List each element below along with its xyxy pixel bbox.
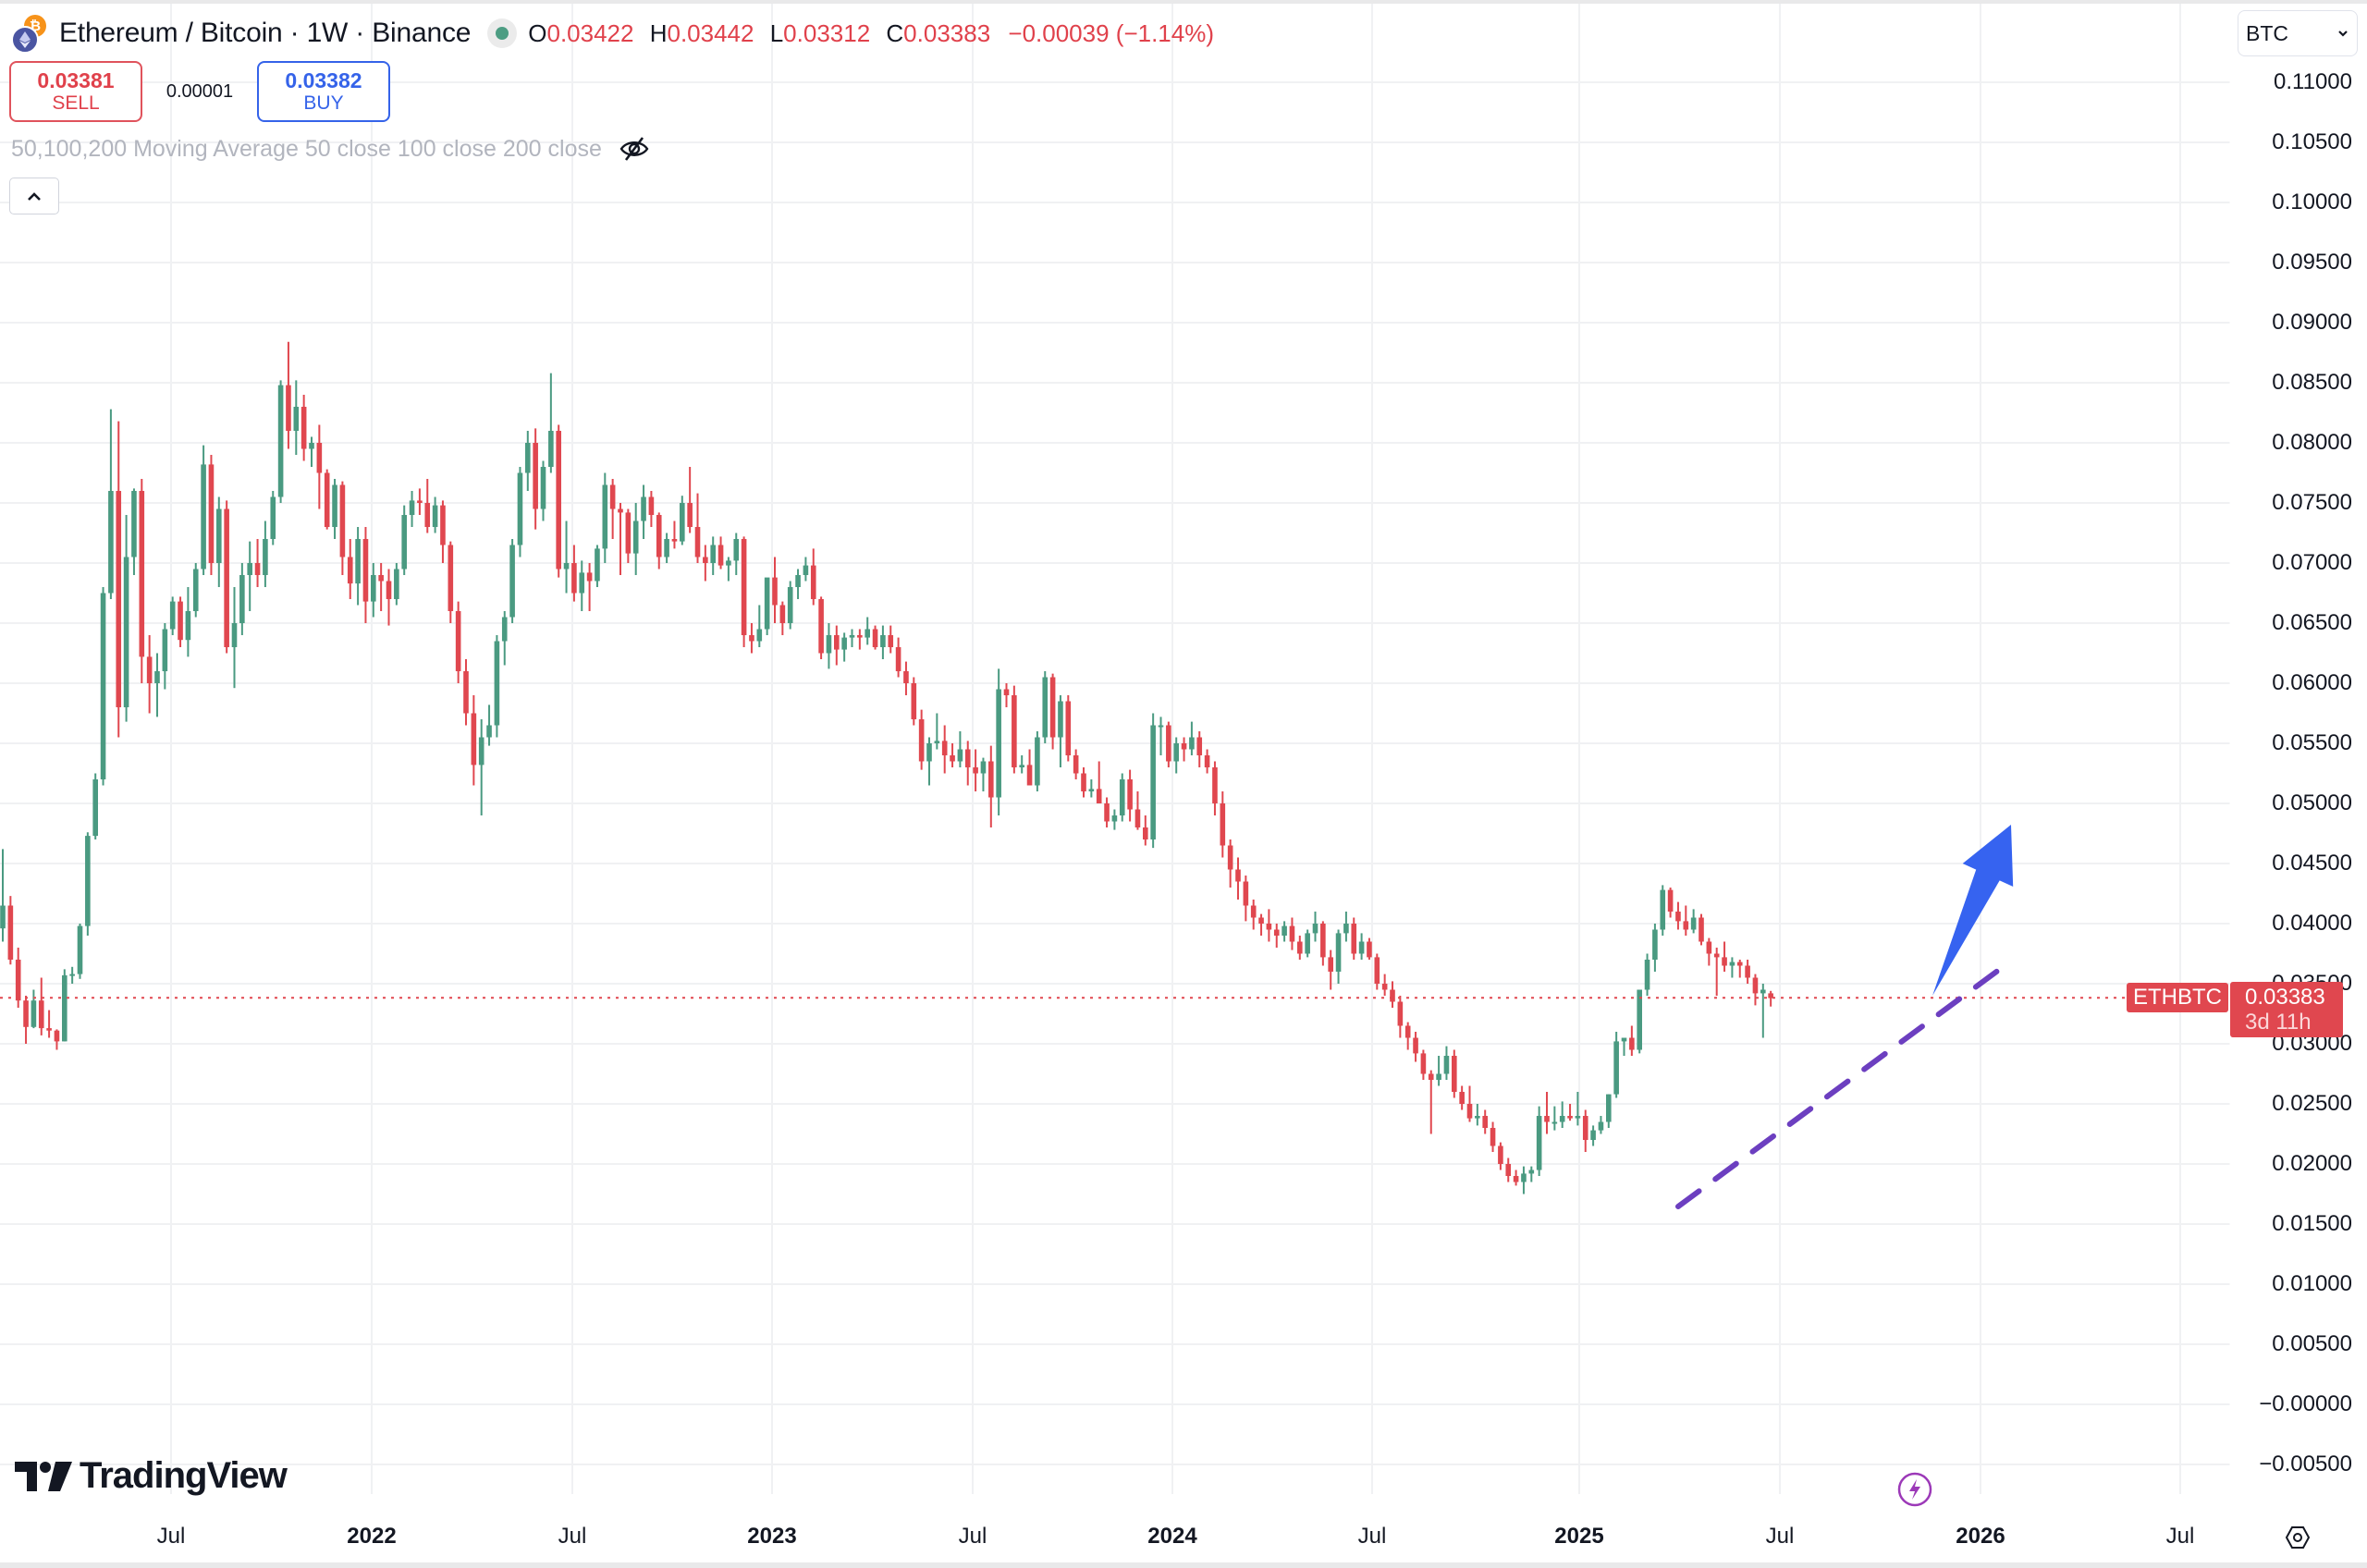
price-axis-label: 0.10500	[2272, 129, 2352, 154]
high-value: 0.03442	[667, 18, 754, 47]
logo-text: TradingView	[80, 1455, 288, 1496]
price-axis-label: 0.11000	[2274, 69, 2352, 94]
price-axis-label: 0.08500	[2272, 370, 2352, 395]
top-border	[0, 0, 2367, 4]
sell-button[interactable]: 0.03381 SELL	[9, 61, 142, 122]
low-label: L	[769, 18, 784, 47]
collapse-legend-button[interactable]	[9, 178, 59, 214]
low-value: 0.03312	[783, 18, 871, 47]
eye-off-icon[interactable]	[619, 135, 650, 163]
moving-average-legend[interactable]: 50,100,200 Moving Average 50 close 100 c…	[11, 135, 650, 163]
open-value: 0.03422	[546, 18, 634, 47]
time-axis-label: Jul	[1765, 1524, 1795, 1549]
bar-countdown: 3d 11h	[2245, 1010, 2312, 1035]
buy-button[interactable]: 0.03382 BUY	[257, 61, 390, 122]
buy-price: 0.03382	[285, 68, 362, 92]
price-axis-label: 0.09000	[2272, 310, 2352, 335]
close-value: 0.03383	[903, 18, 991, 47]
time-axis-label: Jul	[156, 1524, 186, 1549]
market-status-icon[interactable]	[487, 18, 518, 48]
trendline-drawing[interactable]	[1675, 964, 2005, 1209]
high-label: H	[649, 18, 668, 47]
price-axis-label: −0.00000	[2259, 1391, 2352, 1416]
price-axis-label: −0.00500	[2259, 1452, 2352, 1476]
ohlc-values: O0.03422 H0.03442 L0.03312 C0.03383 −0.0…	[528, 19, 1214, 48]
chevron-down-icon	[2338, 31, 2348, 37]
last-price-tag: 0.03383 3d 11h	[2230, 982, 2343, 1037]
price-axis-label: 0.02000	[2272, 1151, 2352, 1176]
symbol-title[interactable]: Ethereum / Bitcoin · 1W · Binance	[59, 18, 472, 48]
currency-value: BTC	[2246, 20, 2288, 45]
time-axis-label: 2022	[347, 1524, 397, 1549]
chevron-up-icon	[28, 192, 41, 201]
price-axis-label: 0.08000	[2272, 430, 2352, 455]
price-axis-label: 0.06000	[2272, 670, 2352, 695]
price-axis-label: 0.01000	[2272, 1271, 2352, 1296]
time-axis-label: Jul	[2165, 1524, 2195, 1549]
close-label: C	[886, 18, 904, 47]
indicator-label: 50,100,200 Moving Average 50 close 100 c…	[11, 135, 602, 162]
arrow-up-drawing[interactable]	[1932, 825, 2014, 996]
price-axis-label: 0.02500	[2272, 1091, 2352, 1116]
symbol-icon: ₿	[9, 13, 52, 54]
chart-grid	[0, 0, 2231, 1494]
time-axis-label: Jul	[1357, 1524, 1387, 1549]
time-axis-label: Jul	[958, 1524, 987, 1549]
time-axis-label: 2025	[1554, 1524, 1604, 1549]
bottom-border	[0, 1562, 2367, 1568]
price-axis-label: 0.07000	[2272, 550, 2352, 575]
sell-price: 0.03381	[37, 68, 115, 92]
buy-label: BUY	[303, 92, 344, 114]
candlestick-series	[0, 341, 1773, 1194]
lightning-icon[interactable]	[1897, 1472, 1932, 1507]
time-axis-label: 2023	[747, 1524, 797, 1549]
trade-panel: 0.03381 SELL 0.00001 0.03382 BUY	[9, 61, 390, 122]
price-axis-label: 0.04000	[2272, 911, 2352, 936]
price-axis-label: 0.10000	[2272, 190, 2352, 214]
price-axis-label: 0.05000	[2272, 790, 2352, 815]
time-axis-label: Jul	[558, 1524, 587, 1549]
price-axis-label: 0.04500	[2272, 851, 2352, 876]
open-label: O	[528, 18, 547, 47]
ethereum-icon	[11, 26, 39, 54]
price-axis-label: 0.01500	[2272, 1211, 2352, 1236]
price-axis-label: 0.00500	[2272, 1331, 2352, 1356]
price-axis-label: 0.09500	[2272, 250, 2352, 275]
currency-select[interactable]: BTC	[2238, 10, 2358, 56]
price-axis-label: 0.07500	[2272, 490, 2352, 515]
price-axis-label: 0.06500	[2272, 610, 2352, 635]
symbol-legend: ₿ Ethereum / Bitcoin · 1W · Binance O0.0…	[9, 13, 1214, 54]
spread-value: 0.00001	[166, 80, 234, 102]
settings-icon[interactable]	[2284, 1524, 2312, 1551]
tradingview-logo[interactable]: TradingView	[15, 1455, 288, 1497]
price-change: −0.00039 (−1.14%)	[1008, 18, 1215, 47]
tradingview-logo-icon	[15, 1461, 72, 1491]
symbol-price-tag: ETHBTC	[2127, 983, 2228, 1012]
time-axis-label: 2024	[1147, 1524, 1197, 1549]
sell-label: SELL	[52, 92, 100, 114]
price-axis-label: 0.05500	[2272, 730, 2352, 755]
last-price: 0.03383	[2245, 985, 2325, 1010]
time-axis-label: 2026	[1956, 1524, 2005, 1549]
